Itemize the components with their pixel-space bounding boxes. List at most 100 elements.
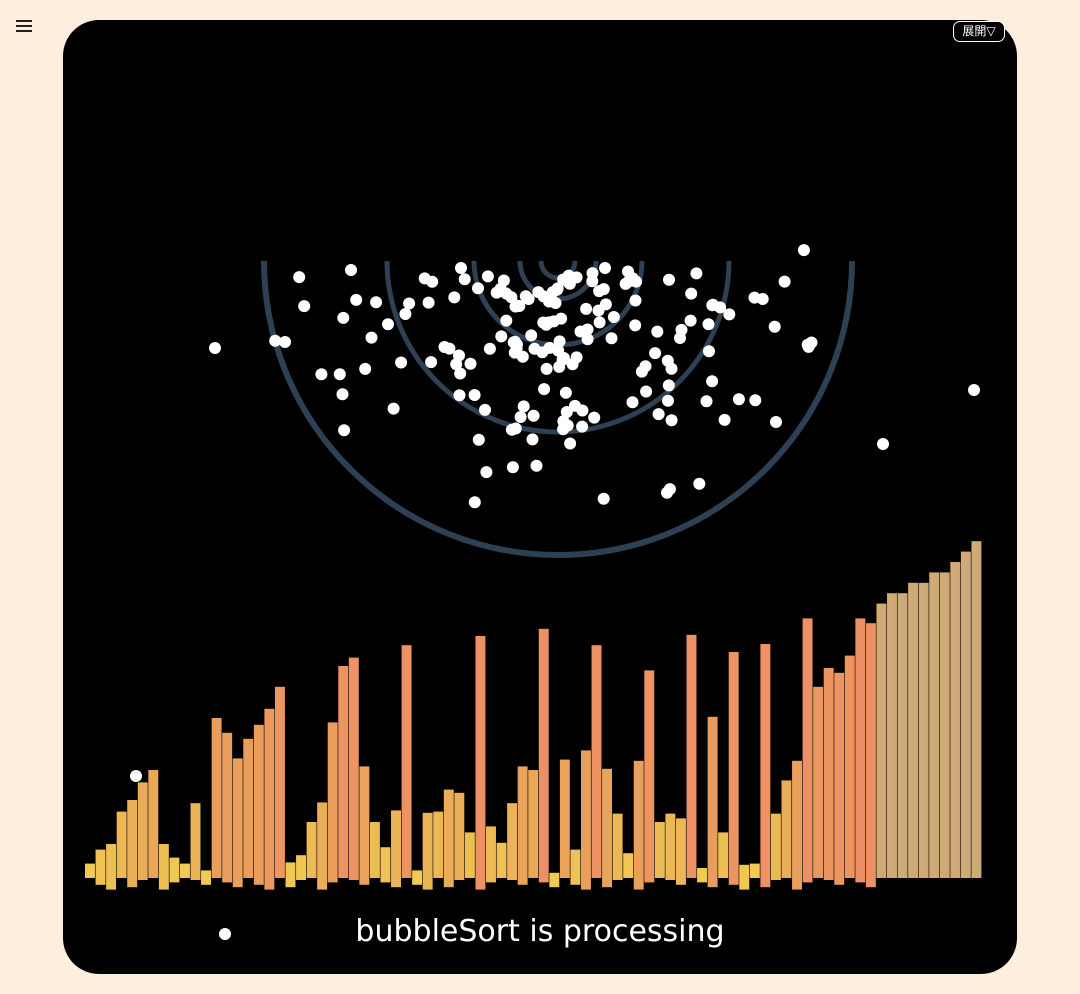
particle: [748, 291, 761, 304]
particle: [564, 437, 577, 450]
particle: [693, 477, 706, 490]
particle: [130, 770, 142, 782]
bar: [517, 766, 528, 885]
particle: [685, 287, 698, 300]
bar: [348, 657, 359, 880]
bar: [728, 652, 739, 885]
particle: [570, 351, 583, 364]
particle: [209, 342, 221, 354]
bar: [528, 770, 539, 878]
bar: [781, 780, 792, 878]
particle: [359, 362, 372, 375]
bar: [644, 670, 655, 883]
particle: [497, 274, 510, 287]
particle: [345, 264, 357, 276]
particle: [553, 335, 566, 348]
particle: [495, 330, 508, 343]
bar: [960, 551, 971, 878]
particle: [778, 275, 791, 288]
bar: [887, 593, 897, 878]
particle: [472, 282, 484, 295]
particle: [626, 396, 639, 409]
bar: [253, 724, 264, 885]
bar: [464, 832, 475, 878]
particle: [674, 332, 686, 344]
particle: [315, 368, 328, 381]
particle: [593, 316, 606, 329]
particle: [370, 296, 383, 309]
particle: [426, 275, 439, 288]
particle: [509, 300, 522, 313]
particle: [403, 297, 416, 310]
bar: [908, 582, 919, 878]
bar: [85, 863, 95, 878]
particle: [269, 334, 282, 347]
particle: [749, 394, 762, 407]
particle: [336, 388, 349, 401]
hamburger-menu-icon[interactable]: [14, 16, 36, 36]
particle: [505, 423, 518, 436]
particle: [425, 356, 438, 369]
ripple-arc: [261, 260, 855, 558]
bar: [95, 849, 106, 885]
bar: [939, 572, 950, 878]
particle: [337, 311, 350, 324]
bar: [232, 758, 243, 888]
particle: [700, 395, 713, 408]
bar: [222, 732, 233, 883]
particle: [422, 296, 435, 309]
bar: [559, 759, 570, 878]
particle: [723, 308, 736, 321]
bar: [580, 750, 591, 890]
bar: [201, 870, 212, 885]
particle: [468, 496, 481, 509]
bar: [876, 603, 887, 878]
particle: [455, 262, 467, 274]
bar: [549, 872, 560, 888]
bar: [296, 855, 307, 880]
expand-button[interactable]: 展開▽: [953, 21, 1005, 42]
bar: [317, 802, 328, 890]
bar: [338, 666, 349, 878]
bar: [665, 813, 676, 880]
particle: [536, 346, 549, 359]
bar: [697, 868, 708, 883]
particle: [581, 323, 594, 336]
particle: [706, 298, 719, 311]
bar: [391, 810, 401, 888]
particle: [500, 287, 513, 300]
particle: [968, 384, 980, 396]
particle: [626, 272, 639, 285]
particle: [559, 386, 572, 399]
particle: [506, 461, 519, 474]
particle: [801, 338, 814, 351]
particle: [732, 393, 745, 406]
bar: [834, 672, 845, 885]
bar: [792, 760, 802, 890]
particle: [508, 346, 521, 359]
particle: [527, 409, 540, 422]
bar: [116, 811, 127, 878]
particle: [651, 325, 664, 338]
bar: [369, 822, 380, 878]
bar: [739, 864, 750, 890]
bar: [443, 789, 454, 888]
particle: [690, 267, 703, 280]
particle: [877, 438, 889, 450]
bar: [475, 636, 486, 890]
particle: [530, 459, 543, 472]
bar: [602, 768, 613, 888]
bar: [274, 686, 285, 878]
bar: [137, 782, 148, 880]
particle: [540, 362, 553, 375]
bar: [243, 738, 254, 878]
particle: [640, 385, 653, 398]
bar: [496, 842, 507, 878]
bar: [855, 618, 866, 883]
particle: [468, 389, 481, 401]
particle: [555, 312, 568, 325]
particle: [453, 389, 466, 402]
particle: [333, 368, 346, 381]
particle: [387, 402, 400, 415]
bar-chart: [85, 541, 982, 890]
